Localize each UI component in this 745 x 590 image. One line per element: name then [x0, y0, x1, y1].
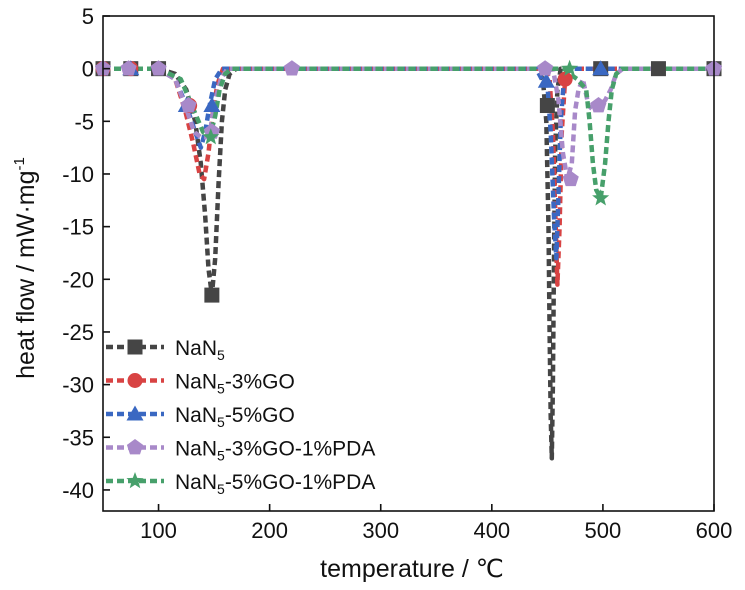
legend-label-base: NaN — [175, 438, 217, 461]
series-line-5 — [103, 66, 714, 201]
series-1-marker — [650, 61, 666, 77]
legend-label-base: NaN — [175, 404, 217, 427]
y-axis-title: heat flow / mW·mg-1 — [11, 157, 40, 379]
legend-marker — [126, 405, 144, 421]
legend-label: NaN5-5%GO-1%PDA — [175, 471, 375, 497]
series-layer — [94, 59, 723, 461]
series-line-3 — [103, 66, 714, 261]
axis-ticks: 100 200 300 400 500 600 5 0 -5 -10 -15 -20 -25 -30 -35… — [62, 4, 732, 543]
series-1-marker — [539, 98, 555, 114]
legend-label-subscript: 5 — [217, 448, 225, 464]
legend: NaN5NaN5-3%GONaN5-5%GONaN5-3%GO-1%PDANaN… — [106, 337, 375, 497]
legend-label: NaN5-3%GO — [175, 371, 295, 397]
y-tick-label: -35 — [62, 425, 94, 450]
y-tick-label: -25 — [62, 320, 94, 345]
series-4-marker — [180, 97, 197, 113]
legend-label: NaN5-5%GO — [175, 404, 295, 430]
x-tick-label: 500 — [585, 518, 622, 543]
series-5-marker — [202, 128, 220, 145]
series-line-4 — [103, 66, 714, 182]
y-tick-label: -10 — [62, 162, 94, 187]
y-tick-label: 0 — [82, 57, 94, 82]
plot-frame — [102, 15, 715, 512]
legend-label-suffix: -3%GO-1%PDA — [225, 438, 376, 461]
legend-label-suffix: -5%GO — [225, 404, 295, 427]
x-tick-label: 100 — [140, 518, 177, 543]
legend-marker — [127, 339, 143, 355]
series-4-marker — [590, 97, 607, 113]
series-3-marker — [203, 97, 221, 112]
y-axis-title-exponent: -1 — [11, 157, 28, 170]
x-tick-label: 200 — [251, 518, 288, 543]
x-tick-label: 300 — [362, 518, 399, 543]
y-tick-label: 5 — [82, 4, 94, 29]
y-tick-label: -15 — [62, 215, 94, 240]
series-5-marker — [592, 189, 610, 206]
series-3-marker — [537, 72, 555, 88]
legend-label-suffix: -5%GO-1%PDA — [225, 471, 376, 494]
series-5-marker — [561, 59, 579, 76]
series-3-marker — [592, 60, 610, 76]
legend-label-subscript: 5 — [217, 347, 225, 363]
legend-label: NaN5 — [175, 337, 225, 363]
series-4-marker — [150, 60, 167, 76]
series-4-marker — [283, 60, 300, 76]
legend-label-subscript: 5 — [217, 381, 225, 397]
x-tick-label: 600 — [696, 518, 733, 543]
legend-label-base: NaN — [175, 371, 217, 394]
legend-marker — [127, 373, 143, 388]
x-axis-title: temperature / ℃ — [320, 555, 504, 583]
legend-label-base: NaN — [175, 337, 217, 360]
y-tick-label: -40 — [62, 478, 94, 503]
series-4-marker — [537, 60, 554, 76]
legend-label-subscript: 5 — [217, 414, 225, 430]
legend-label-suffix: -3%GO — [225, 371, 295, 394]
series-4-marker — [120, 60, 137, 76]
y-tick-label: -30 — [62, 373, 94, 398]
legend-marker — [126, 472, 144, 489]
legend-label: NaN5-3%GO-1%PDA — [175, 438, 375, 464]
series-2-marker — [557, 71, 573, 87]
series-1-marker — [204, 287, 220, 303]
legend-label-base: NaN — [175, 471, 217, 494]
series-4-marker — [562, 170, 579, 187]
y-tick-label: -20 — [62, 267, 94, 292]
legend-label-subscript: 5 — [217, 481, 225, 497]
x-tick-label: 400 — [473, 518, 510, 543]
y-tick-label: -5 — [74, 109, 94, 134]
y-axis-title-main: heat flow / mW·mg — [12, 170, 40, 378]
legend-marker — [126, 439, 144, 455]
